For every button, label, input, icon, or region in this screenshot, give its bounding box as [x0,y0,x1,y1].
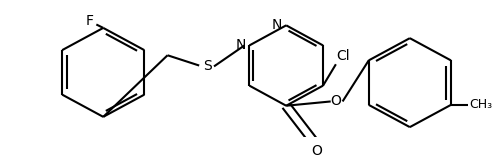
Text: Cl: Cl [336,49,350,63]
Text: O: O [311,144,322,158]
Text: CH₃: CH₃ [469,98,492,111]
Text: F: F [85,14,93,28]
Text: N: N [235,38,246,52]
Text: O: O [330,94,341,108]
Text: S: S [203,58,211,73]
Text: N: N [272,18,283,32]
